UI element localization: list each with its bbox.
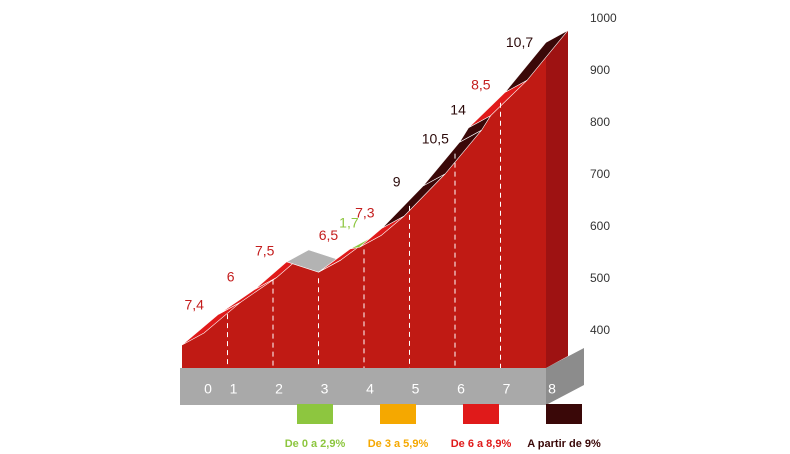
gradient-label: 6,5 xyxy=(319,227,339,243)
x-tick-label: 7 xyxy=(503,381,511,397)
base-front xyxy=(180,368,546,405)
x-tick-label: 6 xyxy=(457,381,465,397)
legend-swatch xyxy=(380,404,416,424)
y-tick-label: 800 xyxy=(590,115,610,129)
legend-label: A partir de 9% xyxy=(527,438,601,450)
gradient-label: 8,5 xyxy=(471,77,491,93)
y-tick-label: 600 xyxy=(590,219,610,233)
segment-top xyxy=(504,30,569,93)
legend-label: De 3 a 5,9% xyxy=(368,438,429,450)
gradient-label: 10,5 xyxy=(422,131,449,147)
x-tick-label: 3 xyxy=(321,381,329,397)
y-tick-label: 700 xyxy=(590,167,610,181)
y-tick-label: 900 xyxy=(590,63,610,77)
y-tick-label: 500 xyxy=(590,271,610,285)
legend-label: De 6 a 8,9% xyxy=(451,438,512,450)
gradient-label: 7,5 xyxy=(255,242,275,258)
x-tick-label: 2 xyxy=(275,381,283,397)
x-tick-label: 0 xyxy=(204,381,212,397)
y-tick-label: 1000 xyxy=(590,11,617,25)
x-tick-label: 5 xyxy=(412,381,420,397)
gradient-label: 10,7 xyxy=(506,34,533,50)
side-face xyxy=(546,30,568,369)
base-side xyxy=(546,348,584,405)
legend-swatch xyxy=(546,404,582,424)
gradient-label: 7,4 xyxy=(184,296,204,312)
gradient-label: 14 xyxy=(450,102,466,118)
legend-swatch xyxy=(463,404,499,424)
gradient-label: 9 xyxy=(393,174,401,190)
gradient-label: 7,3 xyxy=(355,204,375,220)
legend-label: De 0 a 2,9% xyxy=(285,438,346,450)
gradient-label: 1,7 xyxy=(339,215,359,231)
legend-swatch xyxy=(297,404,333,424)
y-tick-label: 400 xyxy=(590,323,610,337)
gradient-label: 6 xyxy=(227,269,235,285)
x-tick-label: 8 xyxy=(548,381,556,397)
x-tick-label: 4 xyxy=(366,381,374,397)
x-tick-label: 1 xyxy=(230,381,238,397)
profile-front xyxy=(182,42,546,369)
